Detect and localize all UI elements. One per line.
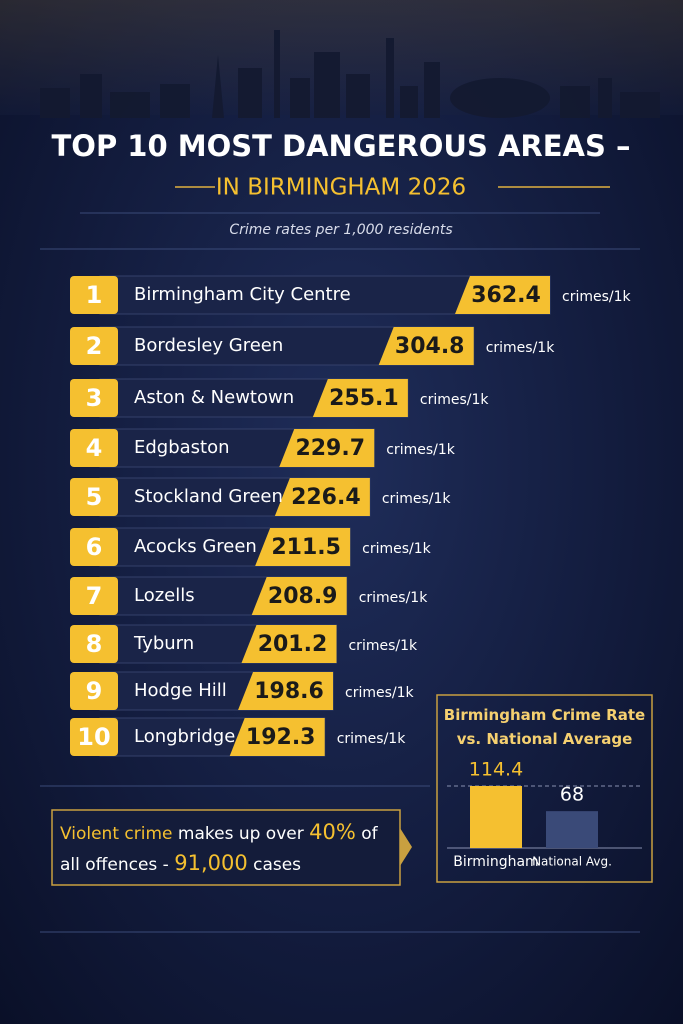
area-name: Tyburn [133, 633, 194, 654]
area-name: Birmingham City Centre [134, 284, 351, 305]
area-name: Bordesley Green [134, 335, 283, 356]
rank-box [70, 528, 118, 566]
unit: crimes/1k [386, 442, 456, 458]
value-box [229, 718, 325, 756]
callout-part: 40% [309, 820, 356, 844]
rank: 10 [77, 723, 110, 751]
value-box [455, 276, 550, 314]
unit: crimes/1k [337, 731, 407, 747]
rank-box [70, 577, 118, 615]
rank: 9 [86, 677, 103, 705]
bar-value: 68 [560, 784, 584, 806]
value-box [274, 478, 370, 516]
value-label: 229.7 [295, 436, 365, 461]
rank-box [70, 429, 118, 467]
callout-part: of all offences - [60, 824, 378, 875]
unit: crimes/1k [486, 340, 556, 356]
bar [546, 811, 598, 848]
value-label: 304.8 [395, 334, 465, 359]
rank-box [70, 276, 118, 314]
rank-box [70, 672, 118, 710]
unit: crimes/1k [420, 392, 490, 408]
value-label: 226.4 [291, 485, 361, 510]
unit: crimes/1k [562, 289, 632, 305]
callout-arrow [400, 828, 412, 866]
bar-category: National Avg. [532, 855, 612, 869]
area-name: Aston & Newtown [134, 387, 294, 408]
value-box [255, 528, 351, 566]
value-label: 208.9 [268, 584, 338, 609]
unit: crimes/1k [362, 541, 432, 557]
area-name: Acocks Green [134, 536, 257, 557]
bar [470, 786, 522, 848]
rank-box [70, 478, 118, 516]
mini-chart-title: Birmingham Crime Rate vs. National Avera… [443, 706, 646, 748]
rank: 6 [86, 533, 103, 561]
rank-box [70, 718, 118, 756]
unit: crimes/1k [382, 491, 452, 507]
callout-box [51, 809, 401, 886]
callout-part: Violent crime [60, 824, 173, 844]
mini-chart-frame [436, 694, 653, 883]
area-name: Lozells [134, 585, 195, 606]
rank: 3 [86, 384, 103, 412]
value-label: 362.4 [471, 283, 541, 308]
value-label: 201.2 [258, 632, 328, 657]
value-box [241, 625, 337, 663]
callout-part: makes up over [172, 824, 310, 844]
skyline [0, 0, 683, 118]
callout-text: Violent crime makes up over 40% of all o… [60, 818, 380, 880]
title: TOP 10 MOST DANGEROUS AREAS – [52, 129, 631, 163]
rank: 1 [86, 281, 103, 309]
rank-box [70, 379, 118, 417]
value-label: 198.6 [254, 679, 324, 704]
value-box [238, 672, 334, 710]
value-box [378, 327, 474, 365]
subtitle: Crime rates per 1,000 residents [229, 222, 452, 238]
value-label: 211.5 [271, 535, 341, 560]
value-label: 255.1 [329, 386, 399, 411]
value-box [279, 429, 375, 467]
rank: 8 [86, 630, 103, 658]
area-name: Longbridge [134, 726, 235, 747]
unit: crimes/1k [345, 685, 415, 701]
area-name: Stockland Green [134, 486, 283, 507]
rank-box [70, 625, 118, 663]
area-name: Edgbaston [134, 437, 230, 458]
callout-part: 91,000 [174, 851, 248, 875]
callout-part: cases [247, 855, 302, 875]
rank: 7 [86, 582, 103, 610]
unit: crimes/1k [348, 638, 418, 654]
area-name: Hodge Hill [134, 680, 227, 701]
rank: 2 [86, 332, 103, 360]
rank: 4 [86, 434, 103, 462]
value-box [312, 379, 408, 417]
bar-category: Birmingham [453, 854, 538, 870]
rank-box [70, 327, 118, 365]
bar-value: 114.4 [469, 759, 523, 781]
value-box [251, 577, 347, 615]
rank: 5 [86, 483, 103, 511]
value-label: 192.3 [246, 725, 316, 750]
unit: crimes/1k [359, 590, 429, 606]
title-line2: IN BIRMINGHAM 2026 [216, 175, 466, 201]
